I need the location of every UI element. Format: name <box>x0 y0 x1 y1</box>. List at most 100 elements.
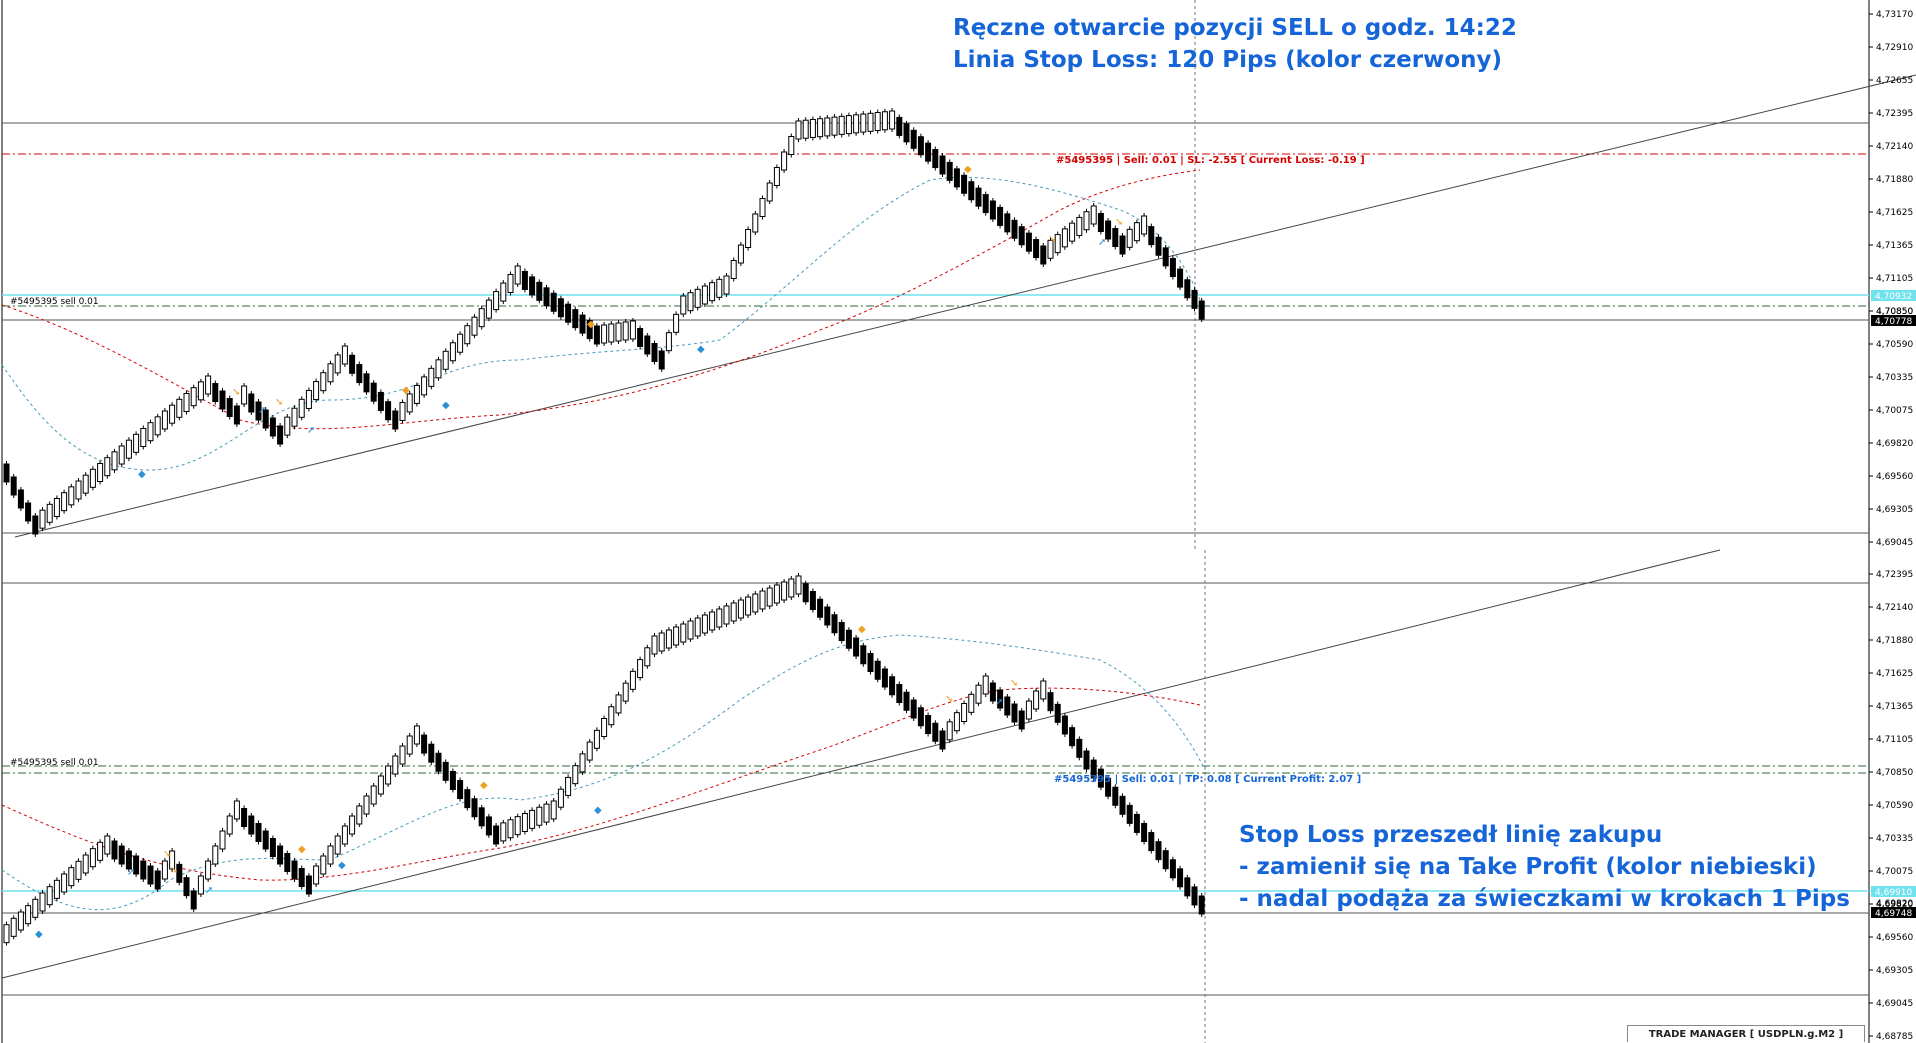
axis-tick-label: 4,70075 <box>1876 867 1913 877</box>
bull-candle <box>154 416 161 436</box>
bull-candle <box>773 167 780 186</box>
bear-candle <box>889 676 896 696</box>
top-price-axis[interactable]: 4,73170 4,72910 4,72655 4,72395 4,72140 4,718… <box>1869 10 1913 548</box>
signal-dot-icon: ◆ <box>442 400 450 411</box>
bear-candle <box>961 174 968 194</box>
bear-candle <box>593 325 600 345</box>
bear-candle <box>1090 759 1097 779</box>
bottom-price-axis[interactable]: 4,72395 4,72140 4,71880 4,71625 4,71365 4,711… <box>1869 570 1913 1042</box>
bear-candle <box>255 401 262 421</box>
bull-candle <box>471 316 478 336</box>
bear-candle <box>291 860 298 880</box>
bull-candle <box>341 345 348 365</box>
bottom-price-badge <box>1871 907 1916 918</box>
bear-candle <box>982 194 989 214</box>
bull-candle <box>1083 211 1090 231</box>
bear-candle <box>824 606 831 626</box>
bull-candle <box>291 407 298 427</box>
axis-tick-label: 4,70850 <box>1876 307 1913 317</box>
bear-candle <box>586 320 593 340</box>
bear-candle <box>428 743 435 763</box>
bear-candle <box>1004 213 1011 233</box>
bull-candle <box>82 854 89 874</box>
bear-candle <box>1198 895 1205 915</box>
axis-tick-label: 4,69820 <box>1876 900 1913 910</box>
bear-candle <box>10 476 17 496</box>
top-cyan-badge <box>1871 290 1916 301</box>
bottom-blue-ma <box>1 634 1206 911</box>
top-cyan-badge-text: 4,70932 <box>1875 292 1912 302</box>
bull-candle <box>680 295 687 315</box>
bull-candle <box>687 292 694 312</box>
bull-candle <box>521 813 528 832</box>
bull-candle <box>82 474 89 494</box>
bull-candle <box>457 333 464 353</box>
bear-candle <box>277 425 284 445</box>
bull-candle <box>1061 228 1068 248</box>
bear-candle <box>154 870 161 890</box>
bear-candle <box>219 390 226 410</box>
top-trendline[interactable] <box>14 74 1916 538</box>
bear-candle <box>233 405 240 425</box>
bull-candle <box>205 375 212 395</box>
bull-candle <box>781 151 788 171</box>
bear-candle <box>1069 727 1076 747</box>
signal-markers: ◆ ➘ ➘ ➚ ➚ ◆ ◆ ◆ ◆ ◆ ➘ ➚ ➘ ◆ ➘ ➘ ➚ ➚ ◆ ◆ ◆ ◆ ◆ ➘ ➚ ➘ <box>35 164 1123 940</box>
bull-candle <box>593 729 600 749</box>
bull-candle <box>32 898 39 918</box>
bear-candle <box>572 309 579 329</box>
bottom-trendline[interactable] <box>1 549 1721 979</box>
trade-manager-footer[interactable]: TRADE MANAGER [ USDPLN.g.M2 ] <box>1627 1025 1865 1042</box>
bear-candle <box>1177 268 1184 288</box>
bear-candle <box>493 825 500 845</box>
bull-candle <box>413 384 420 404</box>
annotation-top-line-2: Linia Stop Loss: 120 Pips (kolor czerwon… <box>953 47 1502 73</box>
axis-tick-label: 4,71625 <box>1876 669 1913 679</box>
bull-candle <box>788 136 795 155</box>
bear-candle <box>277 845 284 865</box>
bull-candle <box>1069 222 1076 242</box>
bull-candle <box>507 819 514 839</box>
bull-candle <box>363 795 370 815</box>
bull-candle <box>824 117 831 137</box>
bull-candle <box>881 111 888 131</box>
bear-candle <box>809 591 816 610</box>
bear-candle <box>147 865 154 885</box>
bear-candle <box>485 816 492 836</box>
bear-candle <box>529 276 536 296</box>
bear-candle <box>557 298 564 318</box>
bear-candle <box>212 383 219 402</box>
bull-candle <box>795 120 802 140</box>
bear-candle <box>140 860 147 880</box>
bull-candle <box>61 492 68 512</box>
top-price-badge-text: 4,70778 <box>1875 317 1912 327</box>
bull-candle <box>89 848 96 868</box>
axis-tick-label: 4,72910 <box>1876 43 1913 53</box>
bear-candle <box>471 798 478 818</box>
bull-candle <box>377 775 384 795</box>
bear-candle <box>17 489 24 509</box>
bear-candle <box>1097 213 1104 232</box>
bear-candle <box>925 715 932 734</box>
bear-candle <box>997 689 1004 709</box>
bear-candle <box>269 838 276 857</box>
bull-candle <box>557 788 564 808</box>
bull-candle <box>1047 239 1054 259</box>
bear-candle <box>1148 832 1155 852</box>
bull-candle <box>788 578 795 598</box>
bottom-order-tag: #5495395 sell 0.01 <box>10 758 99 768</box>
bull-candle <box>421 376 428 396</box>
axis-tick-label: 4,70850 <box>1876 768 1913 778</box>
bear-candle <box>1184 279 1191 299</box>
axis-tick-label: 4,69305 <box>1876 505 1913 515</box>
bear-candle <box>176 863 183 883</box>
bull-candle <box>889 110 896 130</box>
bear-candle <box>896 116 903 136</box>
bear-candle <box>1011 703 1018 723</box>
bear-candle <box>363 373 370 393</box>
bull-candle <box>104 835 111 855</box>
axis-tick-label: 4,70335 <box>1876 373 1913 383</box>
bear-candle <box>32 515 39 535</box>
axis-tick-label: 4,71625 <box>1876 208 1913 218</box>
